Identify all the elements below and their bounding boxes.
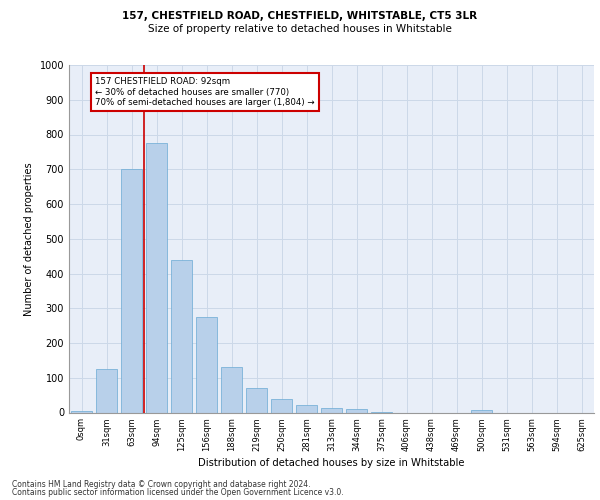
- Bar: [321, 408, 342, 412]
- Bar: [146, 143, 167, 412]
- Bar: [221, 368, 242, 412]
- Y-axis label: Number of detached properties: Number of detached properties: [24, 162, 34, 316]
- Bar: [296, 405, 317, 412]
- Bar: [271, 400, 292, 412]
- Text: Size of property relative to detached houses in Whitstable: Size of property relative to detached ho…: [148, 24, 452, 34]
- Bar: [71, 411, 92, 412]
- Bar: [346, 409, 367, 412]
- Bar: [246, 388, 267, 412]
- Text: 157 CHESTFIELD ROAD: 92sqm
← 30% of detached houses are smaller (770)
70% of sem: 157 CHESTFIELD ROAD: 92sqm ← 30% of deta…: [95, 77, 315, 107]
- Bar: [196, 317, 217, 412]
- Bar: [471, 410, 492, 412]
- Text: Contains public sector information licensed under the Open Government Licence v3: Contains public sector information licen…: [12, 488, 344, 497]
- Text: Contains HM Land Registry data © Crown copyright and database right 2024.: Contains HM Land Registry data © Crown c…: [12, 480, 311, 489]
- Bar: [171, 260, 192, 412]
- X-axis label: Distribution of detached houses by size in Whitstable: Distribution of detached houses by size …: [198, 458, 465, 468]
- Bar: [121, 169, 142, 412]
- Text: 157, CHESTFIELD ROAD, CHESTFIELD, WHITSTABLE, CT5 3LR: 157, CHESTFIELD ROAD, CHESTFIELD, WHITST…: [122, 11, 478, 21]
- Bar: [96, 369, 117, 412]
